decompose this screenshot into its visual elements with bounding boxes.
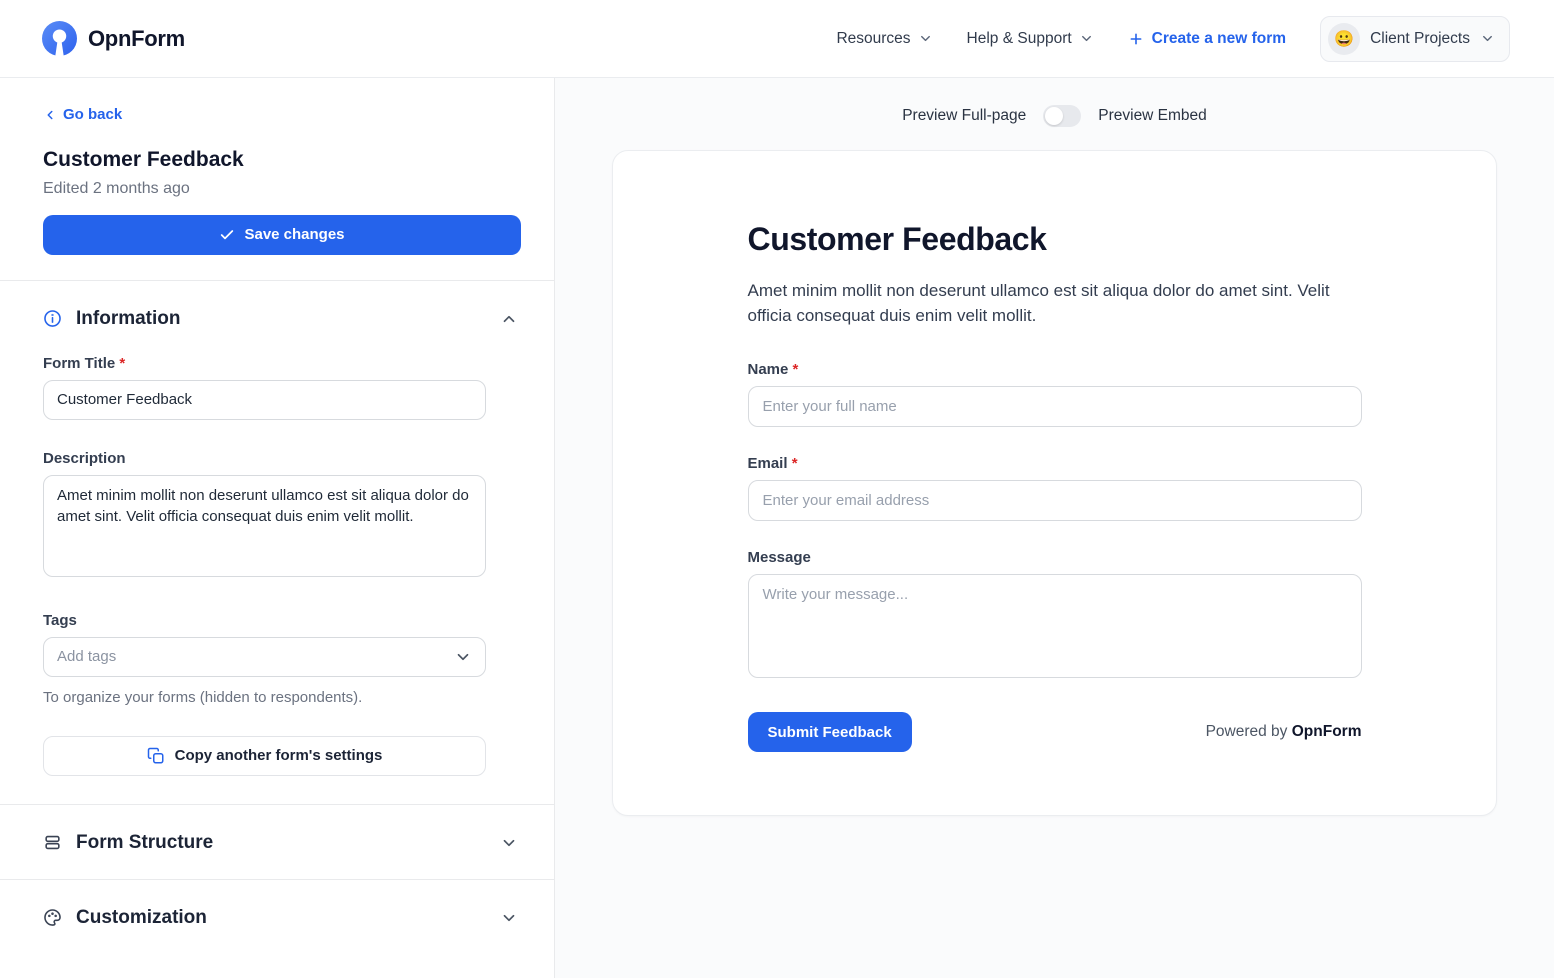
description-textarea[interactable]: Amet minim mollit non deserunt ullamco e… — [43, 474, 486, 577]
chevron-up-icon[interactable] — [500, 310, 518, 328]
divider — [0, 803, 554, 805]
palette-icon — [43, 908, 62, 927]
form-preview-card: Customer Feedback Amet minim mollit non … — [612, 150, 1497, 816]
preview-field-name: Name * — [747, 361, 1362, 427]
chevron-down-icon — [454, 648, 472, 666]
preview-mode-toggle-row: Preview Full-page Preview Embed — [555, 105, 1554, 127]
brand-name: OpnForm — [88, 25, 185, 51]
nav-resources-label: Resources — [836, 29, 911, 47]
name-input[interactable] — [747, 386, 1362, 427]
opnform-logo-icon — [42, 21, 77, 56]
section-customization-header[interactable]: Customization — [0, 880, 554, 954]
divider — [0, 279, 554, 281]
nav-help-support[interactable]: Help & Support — [967, 30, 1094, 48]
section-form-structure-title: Form Structure — [76, 831, 214, 853]
copy-form-settings-label: Copy another form's settings — [174, 747, 383, 764]
create-new-form-button[interactable]: Create a new form — [1128, 30, 1286, 48]
divider — [0, 878, 554, 880]
required-asterisk: * — [792, 361, 799, 378]
form-title-label-text: Form Title — [43, 354, 116, 372]
required-asterisk: * — [791, 455, 798, 472]
name-label-text: Name — [747, 361, 789, 378]
powered-by-prefix: Powered by — [1205, 723, 1288, 740]
toggle-knob — [1045, 107, 1064, 125]
workspace-label: Client Projects — [1370, 29, 1470, 47]
preview-mode-toggle[interactable] — [1043, 105, 1082, 127]
form-editor-sidebar: Go back Customer Feedback Edited 2 month… — [0, 78, 555, 978]
section-information-body: Form Title * Description Amet minim moll… — [0, 355, 554, 804]
section-information-header[interactable]: Information — [0, 281, 554, 355]
save-changes-label: Save changes — [244, 226, 345, 243]
form-title-input[interactable] — [43, 379, 486, 420]
copy-icon — [147, 747, 165, 765]
last-edited-text: Edited 2 months ago — [43, 179, 190, 197]
preview-field-message: Message — [747, 549, 1362, 683]
email-label-text: Email — [747, 455, 788, 472]
chevron-down-icon — [1480, 31, 1495, 46]
chevron-down-icon — [1079, 31, 1094, 46]
nav-help-label: Help & Support — [966, 29, 1072, 47]
brand-logo[interactable]: OpnForm — [42, 21, 185, 56]
tags-label: Tags — [43, 611, 77, 629]
email-input[interactable] — [747, 480, 1362, 521]
workspace-avatar: 😀 — [1328, 22, 1361, 55]
name-label: Name * — [748, 361, 1362, 378]
powered-by-brand[interactable]: OpnForm — [1291, 723, 1362, 740]
description-label: Description — [43, 449, 126, 467]
section-information-title: Information — [76, 307, 181, 329]
form-preview-area: Preview Full-page Preview Embed Customer… — [555, 78, 1554, 978]
info-icon — [43, 309, 62, 328]
preview-embed-label: Preview Embed — [1098, 107, 1207, 124]
rows-icon — [43, 833, 62, 852]
go-back-link[interactable]: Go back — [43, 106, 122, 123]
tags-placeholder: Add tags — [57, 648, 117, 665]
tags-select[interactable]: Add tags — [43, 636, 486, 677]
nav-resources[interactable]: Resources — [836, 30, 932, 48]
email-label: Email * — [748, 455, 1362, 472]
form-name-title: Customer Feedback — [43, 147, 244, 171]
preview-form-title: Customer Feedback — [747, 221, 1047, 257]
submit-feedback-button[interactable]: Submit Feedback — [747, 712, 912, 752]
create-new-form-label: Create a new form — [1151, 29, 1287, 47]
check-icon — [219, 227, 235, 243]
message-label: Message — [747, 549, 811, 566]
section-form-structure-header[interactable]: Form Structure — [0, 805, 554, 879]
section-customization-title: Customization — [76, 906, 207, 928]
form-title-label: Form Title * — [43, 355, 486, 372]
chevron-down-icon[interactable] — [500, 834, 518, 852]
top-navbar: OpnForm Resources Help & Support Create … — [0, 0, 1554, 78]
workspace-switcher[interactable]: 😀 Client Projects — [1320, 15, 1510, 62]
required-asterisk: * — [119, 354, 126, 372]
chevron-down-icon — [918, 31, 933, 46]
message-textarea[interactable] — [747, 574, 1362, 678]
plus-icon — [1128, 31, 1144, 47]
powered-by-text: Powered by OpnForm — [1206, 723, 1362, 741]
navbar-menu: Resources Help & Support Create a new fo… — [836, 15, 1510, 62]
chevron-down-icon[interactable] — [500, 909, 518, 927]
copy-form-settings-button[interactable]: Copy another form's settings — [43, 735, 486, 776]
preview-field-email: Email * — [747, 455, 1362, 521]
chevron-left-icon — [43, 108, 57, 122]
tags-help-text: To organize your forms (hidden to respon… — [43, 688, 363, 706]
preview-form-description: Amet minim mollit non deserunt ullamco e… — [747, 281, 1330, 325]
preview-fullpage-label: Preview Full-page — [902, 107, 1027, 124]
save-changes-button[interactable]: Save changes — [43, 214, 521, 255]
go-back-label: Go back — [63, 106, 123, 123]
